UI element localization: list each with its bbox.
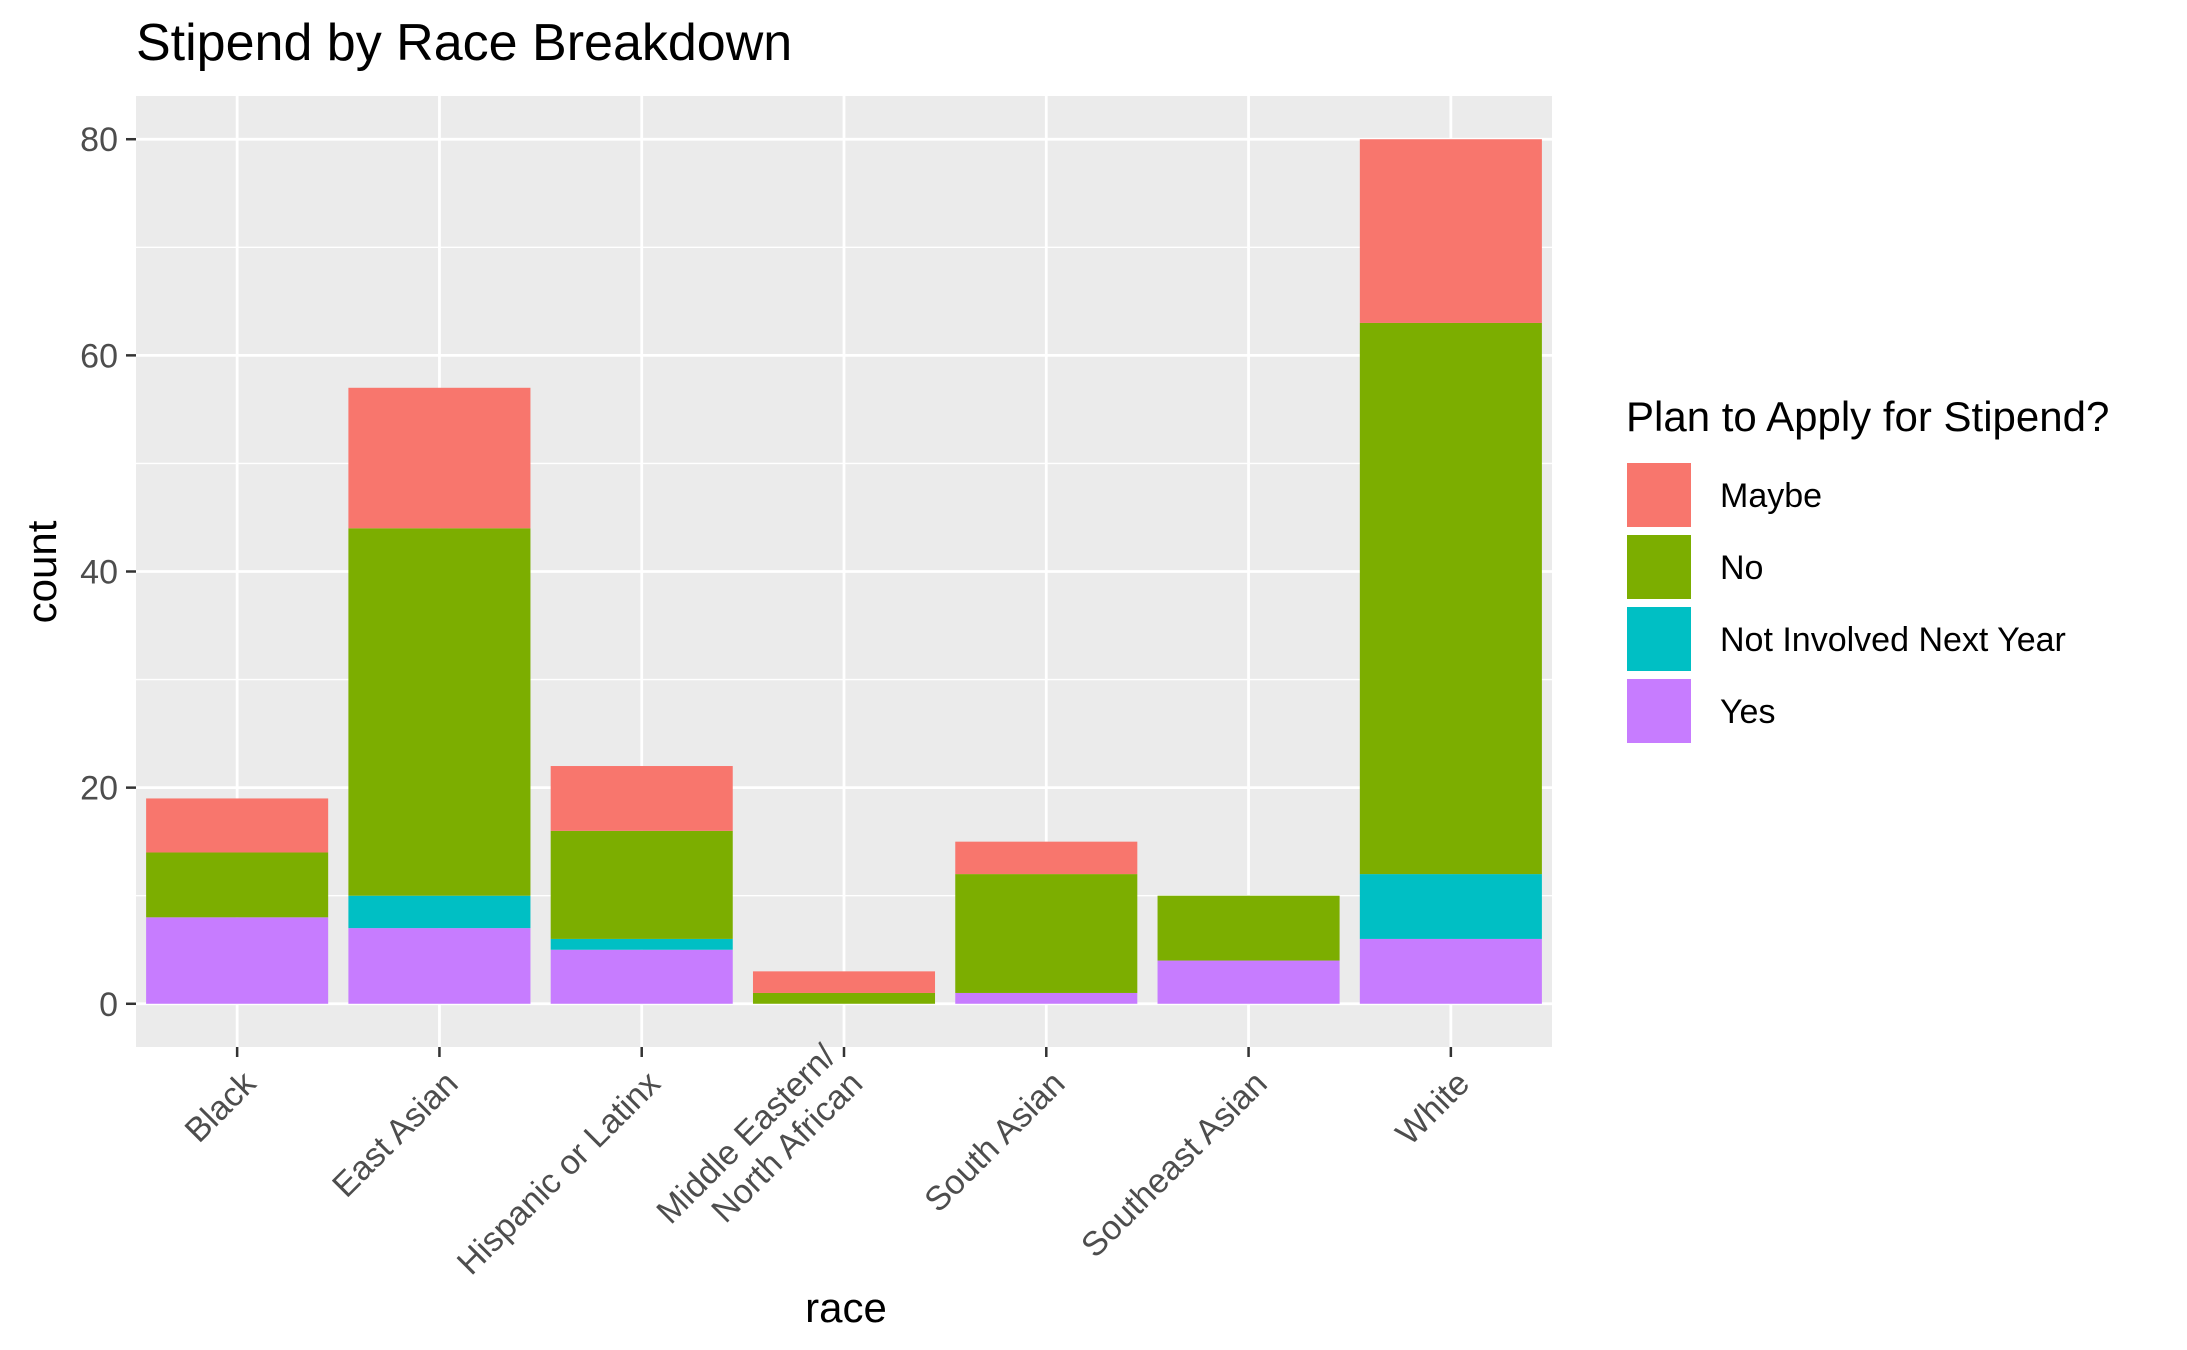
chart-title: Stipend by Race Breakdown: [136, 14, 792, 72]
x-axis-title: race: [805, 1284, 887, 1331]
bar-segment-no: [752, 992, 936, 1004]
bar-segment-no: [348, 528, 531, 896]
x-tick-label: South Asian: [917, 1064, 1072, 1219]
y-axis-title: count: [18, 520, 65, 623]
legend-key-not-involved-next-year: [1625, 605, 1693, 673]
legend-label-maybe: Maybe: [1720, 477, 1822, 515]
bar-segment-maybe: [752, 971, 936, 993]
y-axis: 0 20 40 60 80: [80, 121, 136, 1024]
bar-segment-maybe: [348, 387, 531, 529]
legend-key-no: [1625, 533, 1693, 601]
bar-segment-no: [1359, 322, 1542, 875]
y-tick-label: 80: [80, 121, 118, 159]
bar-segment-yes: [955, 992, 1138, 1004]
x-tick-label: Hispanic or Latinx: [450, 1064, 668, 1282]
legend-title: Plan to Apply for Stipend?: [1626, 393, 2109, 440]
bar-segment-no: [955, 874, 1138, 993]
legend-label-not-involved-next-year: Not Involved Next Year: [1720, 621, 2066, 659]
bars: [146, 139, 1542, 1004]
bar-segment-maybe: [550, 766, 733, 831]
legend-key-maybe: [1625, 461, 1693, 529]
bar-segment-maybe: [955, 841, 1138, 875]
x-tick-label: Middle Eastern/North African: [649, 1037, 870, 1258]
y-tick-label: 40: [80, 554, 118, 592]
y-tick-label: 0: [99, 986, 118, 1024]
bar-segment-not-involved-next-year: [348, 895, 531, 929]
bar-segment-yes: [1359, 938, 1542, 1004]
x-tick-label: Black: [178, 1064, 264, 1150]
legend-items: Maybe No Not Involved Next Year Yes: [1625, 461, 2066, 745]
x-tick-label: East Asian: [325, 1064, 465, 1204]
x-tick-label: Southeast Asian: [1074, 1064, 1275, 1265]
bar-segment-no: [146, 852, 329, 918]
legend-key-yes: [1625, 677, 1693, 745]
bar-segment-maybe: [1359, 139, 1542, 323]
legend-label-yes: Yes: [1720, 693, 1775, 731]
bar-segment-no: [1157, 895, 1340, 961]
bar-segment-yes: [1157, 960, 1340, 1004]
legend-label-no: No: [1720, 549, 1763, 587]
bar-segment-yes: [348, 928, 531, 1004]
bar-segment-maybe: [146, 798, 329, 853]
bar-segment-no: [550, 830, 733, 939]
x-tick-label: White: [1389, 1064, 1477, 1152]
bar-segment-yes: [146, 917, 329, 1004]
y-tick-label: 20: [80, 770, 118, 808]
legend: Plan to Apply for Stipend? Maybe No Not In…: [1625, 393, 2109, 745]
y-tick-label: 60: [80, 337, 118, 375]
bar-segment-not-involved-next-year: [1359, 874, 1542, 939]
bar-segment-not-involved-next-year: [550, 938, 733, 950]
bar-segment-yes: [550, 949, 733, 1004]
